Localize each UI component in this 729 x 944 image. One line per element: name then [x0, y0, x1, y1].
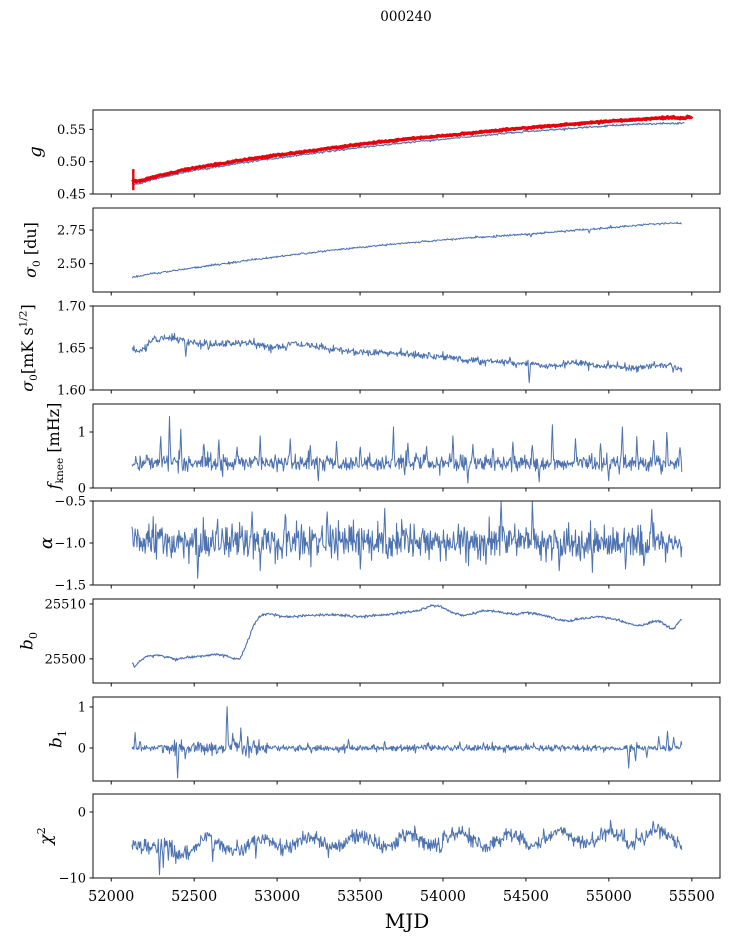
y-axis-label-segment: [mHz]: [44, 402, 63, 458]
y-axis-label-segment: f: [44, 483, 63, 490]
series-line-g-1: [131, 114, 694, 184]
x-tick-label: 54500: [503, 889, 549, 905]
y-axis-label-segment: knee: [54, 457, 67, 484]
y-axis-label-segment: ]: [18, 304, 37, 311]
y-axis-label-sigma0-du: σ0 [du]: [21, 222, 43, 278]
subplot-g: 0.45 0.50 0.55: [57, 109, 721, 203]
series-line-b0-0: [131, 604, 682, 668]
x-tick-label: 55000: [586, 889, 632, 905]
subplot-sigma0-mK: 1.60 1.65 1.70: [57, 300, 721, 399]
y-axis-label-segment: σ: [18, 380, 37, 392]
x-tick-label: 54000: [420, 889, 466, 905]
subplot-b1: 01: [78, 696, 721, 785]
y-tick-label: 2.75: [57, 224, 86, 239]
series-line-b1-0: [131, 706, 683, 779]
subplot-fknee: 01: [78, 403, 721, 497]
y-tick-label: −10: [59, 872, 86, 887]
y-tick-label: 1.70: [57, 300, 86, 315]
subplot-sigma0-du: 2.50 2.75: [57, 207, 721, 296]
y-tick-label: −1.0: [54, 537, 86, 552]
y-axis-label-segment: g: [25, 146, 46, 158]
y-tick-label: 1.65: [57, 342, 86, 357]
y-tick-label: 25500: [45, 652, 86, 667]
series-line-alpha-0: [131, 501, 683, 579]
axes-spines: [92, 403, 721, 489]
y-axis-label-g: g: [25, 146, 46, 158]
axes-spines: [92, 598, 721, 684]
x-tick-label: 53500: [337, 889, 383, 905]
series-line-sigma0-mK-0: [131, 332, 683, 383]
y-tick-label: 0.45: [57, 188, 86, 203]
y-axis-label-segment: [mK s: [18, 327, 37, 375]
y-tick-label: −0.5: [54, 495, 86, 510]
subplot-alpha: −1.5 −1.0 −0.5: [54, 495, 721, 594]
y-axis-label-segment: 1: [55, 729, 69, 738]
y-axis-label-b0: b0: [17, 631, 40, 651]
y-tick-label: 0: [78, 806, 86, 821]
x-tick-label: 52000: [88, 889, 134, 905]
series-line-chi2-0: [131, 819, 683, 876]
y-axis-label-b1: b1: [46, 729, 69, 749]
y-axis-label-segment: σ: [21, 266, 40, 278]
subplot-b0: 25500 25510: [45, 597, 721, 687]
y-axis-label-alpha: α: [36, 536, 57, 550]
y-tick-label: 2.50: [57, 257, 86, 272]
x-tick-label: 53000: [254, 889, 300, 905]
axes-spines: [92, 305, 721, 391]
series-line-fknee-0: [131, 415, 683, 484]
series-line-sigma0-du-0: [131, 221, 682, 279]
y-axis-label-chi2: χ2: [35, 827, 57, 845]
axes-spines: [92, 109, 721, 195]
y-axis-label-segment: b: [46, 737, 67, 749]
series-line-g-0: [131, 121, 685, 186]
y-tick-label: 0.55: [57, 123, 86, 138]
y-axis-label-sigma0-mK: σ0[mK s1/2]: [17, 304, 41, 392]
y-axis-label-segment: χ: [36, 834, 57, 845]
y-axis-label-segment: 0: [31, 260, 44, 267]
y-tick-label: 1: [78, 701, 86, 716]
y-tick-label: 25510: [45, 597, 86, 612]
y-tick-label: 1: [78, 426, 86, 441]
y-tick-label: 0: [78, 741, 86, 756]
y-axis-label-segment: 0: [28, 374, 41, 381]
axes-spines: [92, 696, 721, 782]
y-tick-label: 0.50: [57, 155, 86, 170]
y-axis-label-segment: 2: [34, 827, 48, 835]
y-axis-label-segment: 0: [26, 631, 40, 640]
y-tick-label: 1.60: [57, 384, 86, 399]
y-tick-label: −1.5: [54, 579, 86, 594]
y-axis-label-segment: α: [36, 536, 57, 550]
axes-spines: [92, 793, 721, 879]
y-axis-label-segment: [du]: [21, 222, 40, 261]
subplot-chi2: −10 0 52000 52500 53000 53500 54000 54500 55000 5…: [59, 793, 721, 905]
y-axis-label-segment: b: [17, 639, 38, 651]
y-axis-label-segment: 1/2: [17, 310, 30, 328]
y-tick-label: 0: [78, 482, 86, 497]
x-tick-label: 52500: [171, 889, 217, 905]
y-axis-label-fknee: fknee [mHz]: [44, 402, 66, 490]
x-axis-label: MJD: [384, 909, 430, 933]
x-tick-label: 55500: [669, 889, 715, 905]
plot-title: 000240: [380, 9, 432, 25]
axes-spines: [92, 207, 721, 293]
